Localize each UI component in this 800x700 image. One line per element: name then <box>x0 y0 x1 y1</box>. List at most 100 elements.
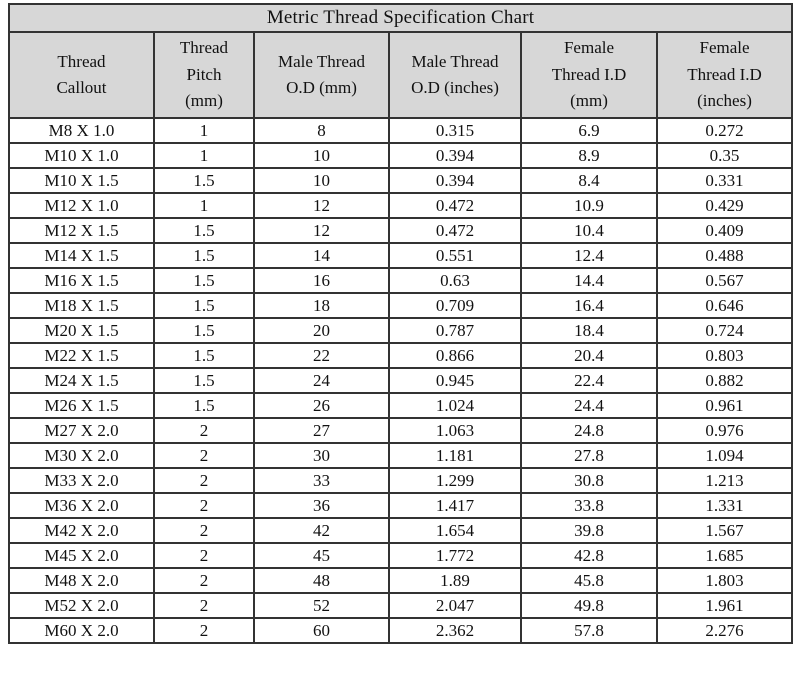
table-cell: M60 X 2.0 <box>8 617 155 644</box>
table-cell: 60 <box>253 617 390 644</box>
table-cell: 20 <box>253 317 390 344</box>
table-cell: 0.709 <box>388 292 522 319</box>
table-cell: 27.8 <box>520 442 658 469</box>
table-cell: 1.181 <box>388 442 522 469</box>
table-cell: 1.5 <box>153 367 255 394</box>
table-cell: 1.063 <box>388 417 522 444</box>
table-cell: 1.417 <box>388 492 522 519</box>
table-cell: 1 <box>153 192 255 219</box>
table-cell: 1.5 <box>153 392 255 419</box>
table-cell: 0.472 <box>388 192 522 219</box>
table-cell: 0.976 <box>655 417 794 444</box>
table-cell: M24 X 1.5 <box>8 367 155 394</box>
table-cell: 2 <box>153 467 255 494</box>
table-cell: 0.866 <box>388 342 522 369</box>
table-cell: 0.945 <box>388 367 522 394</box>
table-cell: 2.362 <box>388 617 522 644</box>
table-cell: 0.551 <box>388 242 522 269</box>
table-cell: 2 <box>153 517 255 544</box>
table-cell: M12 X 1.0 <box>8 192 155 219</box>
table-cell: 10 <box>253 142 390 169</box>
table-cell: M12 X 1.5 <box>8 217 155 244</box>
table-cell: 0.409 <box>655 217 794 244</box>
table-cell: 0.472 <box>388 217 522 244</box>
table-row: M27 X 2.0 2 27 1.063 24.8 0.976 <box>8 417 794 444</box>
table-cell: 2 <box>153 592 255 619</box>
table-cell: 0.787 <box>388 317 522 344</box>
table-cell: M10 X 1.0 <box>8 142 155 169</box>
table-cell: 1.961 <box>655 592 794 619</box>
table-cell: 8 <box>253 117 390 144</box>
table-cell: 1.5 <box>153 292 255 319</box>
table-cell: 10.9 <box>520 192 658 219</box>
table-cell: 2 <box>153 442 255 469</box>
table-cell: 16.4 <box>520 292 658 319</box>
table-row: M60 X 2.0 2 60 2.362 57.8 2.276 <box>8 617 794 644</box>
table-cell: 2 <box>153 492 255 519</box>
table-cell: 16 <box>253 267 390 294</box>
column-header-female-thread-id-inches: Female Thread I.D (inches) <box>655 31 794 119</box>
table-cell: 0.272 <box>655 117 794 144</box>
table-cell: 33.8 <box>520 492 658 519</box>
table-row: M20 X 1.5 1.5 20 0.787 18.4 0.724 <box>8 317 794 344</box>
table-cell: 42.8 <box>520 542 658 569</box>
table-cell: 1.5 <box>153 217 255 244</box>
table-cell: 0.35 <box>655 142 794 169</box>
table-cell: 45.8 <box>520 567 658 594</box>
table-cell: 0.567 <box>655 267 794 294</box>
header-row: Thread Callout Thread Pitch (mm) Male Th… <box>8 31 794 119</box>
table-cell: M20 X 1.5 <box>8 317 155 344</box>
table-row: M16 X 1.5 1.5 16 0.63 14.4 0.567 <box>8 267 794 294</box>
table-row: M30 X 2.0 2 30 1.181 27.8 1.094 <box>8 442 794 469</box>
table-cell: M52 X 2.0 <box>8 592 155 619</box>
table-cell: 0.646 <box>655 292 794 319</box>
table-row: M24 X 1.5 1.5 24 0.945 22.4 0.882 <box>8 367 794 394</box>
title-row: Metric Thread Specification Chart <box>7 3 794 33</box>
table-cell: 0.331 <box>655 167 794 194</box>
table-cell: 0.315 <box>388 117 522 144</box>
table-cell: 24.8 <box>520 417 658 444</box>
table-cell: 1.5 <box>153 317 255 344</box>
table-cell: 33 <box>253 467 390 494</box>
table-cell: 12 <box>253 192 390 219</box>
table-cell: 1 <box>153 142 255 169</box>
table-cell: 1.299 <box>388 467 522 494</box>
table-cell: 0.882 <box>655 367 794 394</box>
table-cell: 1.654 <box>388 517 522 544</box>
table-row: M8 X 1.0 1 8 0.315 6.9 0.272 <box>8 117 794 144</box>
table-cell: M26 X 1.5 <box>8 392 155 419</box>
table-cell: 1.772 <box>388 542 522 569</box>
table-cell: 1.094 <box>655 442 794 469</box>
table-cell: M8 X 1.0 <box>8 117 155 144</box>
table-cell: 1 <box>153 117 255 144</box>
table-row: M26 X 1.5 1.5 26 1.024 24.4 0.961 <box>8 392 794 419</box>
table-cell: 12.4 <box>520 242 658 269</box>
table-cell: 14 <box>253 242 390 269</box>
table-cell: M30 X 2.0 <box>8 442 155 469</box>
table-row: M18 X 1.5 1.5 18 0.709 16.4 0.646 <box>8 292 794 319</box>
table-cell: 42 <box>253 517 390 544</box>
column-header-female-thread-id-mm: Female Thread I.D (mm) <box>520 31 658 119</box>
table-cell: 0.803 <box>655 342 794 369</box>
table-cell: 2 <box>153 617 255 644</box>
table-cell: 1.803 <box>655 567 794 594</box>
table-cell: 30 <box>253 442 390 469</box>
table-cell: M42 X 2.0 <box>8 517 155 544</box>
column-header-male-thread-od-mm: Male Thread O.D (mm) <box>253 31 390 119</box>
table-row: M10 X 1.5 1.5 10 0.394 8.4 0.331 <box>8 167 794 194</box>
table-cell: M14 X 1.5 <box>8 242 155 269</box>
table-cell: 2.276 <box>655 617 794 644</box>
table-cell: M48 X 2.0 <box>8 567 155 594</box>
table-cell: 0.724 <box>655 317 794 344</box>
table-cell: 30.8 <box>520 467 658 494</box>
table-title: Metric Thread Specification Chart <box>7 3 794 33</box>
table-cell: 1.5 <box>153 242 255 269</box>
table-cell: 39.8 <box>520 517 658 544</box>
table-cell: 18.4 <box>520 317 658 344</box>
metric-thread-spec-table: Metric Thread Specification Chart Thread… <box>7 3 794 644</box>
table-cell: M27 X 2.0 <box>8 417 155 444</box>
table-cell: 0.394 <box>388 167 522 194</box>
table-row: M45 X 2.0 2 45 1.772 42.8 1.685 <box>8 542 794 569</box>
table-cell: 26 <box>253 392 390 419</box>
table-cell: 24.4 <box>520 392 658 419</box>
